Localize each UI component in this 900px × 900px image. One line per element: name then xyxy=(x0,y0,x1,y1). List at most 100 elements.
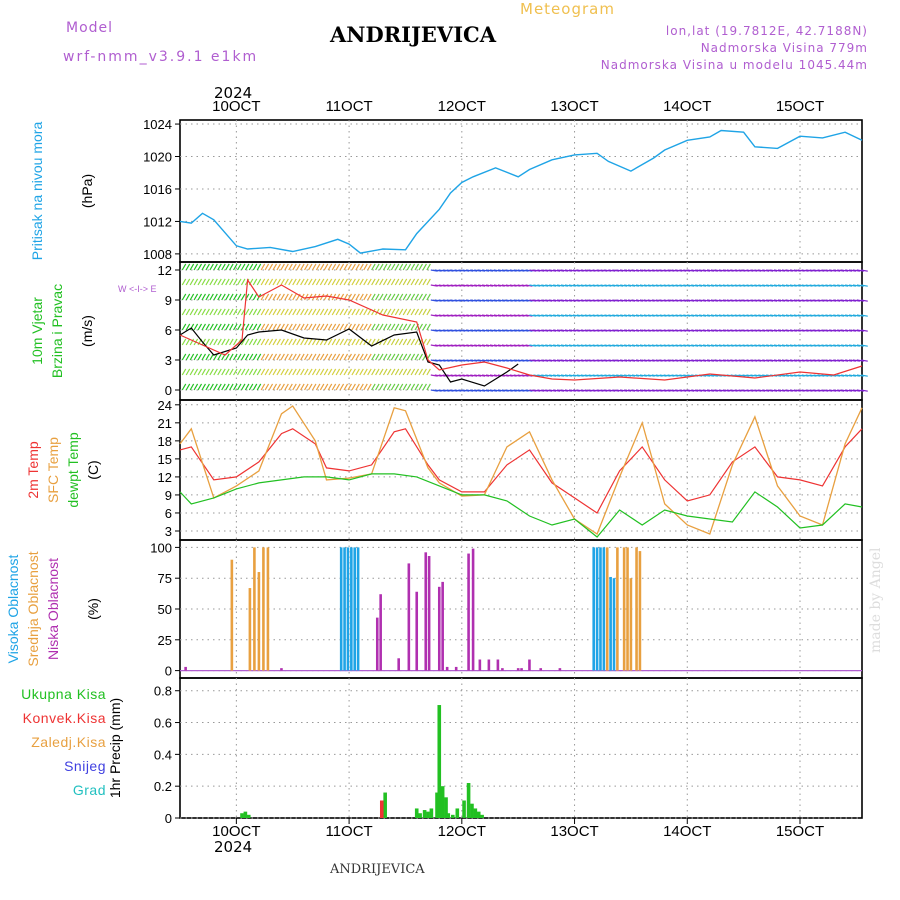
wind-barb xyxy=(343,278,349,286)
wind-barb xyxy=(418,308,424,316)
wind-barb xyxy=(268,263,274,271)
wind-barb xyxy=(746,344,754,347)
wind-barb xyxy=(699,314,707,317)
wind-barb xyxy=(426,308,431,316)
wind-barb xyxy=(434,284,442,287)
wind-barb xyxy=(264,323,270,331)
wind-barb xyxy=(655,374,663,377)
wind-barb xyxy=(189,278,195,286)
wind-barb xyxy=(462,359,470,362)
wind-barb xyxy=(852,314,860,317)
wind-barb xyxy=(462,329,470,332)
wind-barb xyxy=(525,269,533,272)
wind-barb xyxy=(848,374,857,377)
wind-barb xyxy=(347,368,352,376)
wind-barb xyxy=(450,359,458,362)
wind-barb xyxy=(549,269,557,272)
wind-barb xyxy=(513,269,521,272)
wind-barb xyxy=(390,383,396,391)
wind-barb xyxy=(576,344,584,347)
wind-barb xyxy=(331,323,337,331)
wind-barb xyxy=(860,329,868,332)
wind-barb xyxy=(181,353,187,361)
wind-barb xyxy=(505,344,513,347)
wind-barb xyxy=(331,338,337,346)
wind-barb xyxy=(525,359,533,362)
wind-barb xyxy=(789,389,797,392)
wind-barb xyxy=(612,389,620,392)
coords-label: lon,lat (19.7812E, 42.7188N) xyxy=(665,24,868,38)
wind-barb xyxy=(588,329,596,332)
wind-barb xyxy=(394,368,400,376)
wind-barb xyxy=(509,299,517,302)
compass-legend: W <-I-> E xyxy=(118,284,157,294)
wind-barb xyxy=(319,368,325,376)
wind-barb xyxy=(675,389,683,392)
wind-barb xyxy=(545,299,553,302)
wind-barb xyxy=(852,359,860,362)
wind-barb xyxy=(446,359,454,362)
wind-barb xyxy=(276,308,281,316)
wind-barb xyxy=(264,338,270,346)
wind-barb xyxy=(706,344,714,347)
wind-barb xyxy=(635,284,643,287)
wind-barb xyxy=(323,278,329,286)
wind-barb xyxy=(833,359,841,362)
low-cloud-bar xyxy=(471,548,475,671)
wind-barb xyxy=(521,374,529,377)
wind-barb xyxy=(485,299,494,302)
wind-barb xyxy=(616,314,624,317)
wind-barb xyxy=(221,308,226,316)
wind-barb xyxy=(501,299,509,302)
wind-barb xyxy=(205,263,210,271)
wind-barb xyxy=(718,329,726,332)
wind-barb xyxy=(375,263,380,271)
x-tick-label-top: 10OCT xyxy=(212,98,260,115)
wind-barb xyxy=(706,299,714,302)
low-cloud-bar xyxy=(379,594,382,671)
wind-barb xyxy=(505,269,513,272)
wind-barb xyxy=(485,284,494,287)
wind-barb xyxy=(402,353,408,361)
low-cloud-bar xyxy=(184,666,187,671)
wind-barb xyxy=(797,284,805,287)
wind-barb xyxy=(627,284,636,287)
wind-barb xyxy=(513,314,521,317)
wind-barb xyxy=(809,329,817,332)
wind-barb xyxy=(430,389,438,392)
wind-barb xyxy=(738,359,746,362)
wind-barb xyxy=(390,263,396,271)
wind-barb xyxy=(667,314,675,317)
wind-barb xyxy=(363,308,368,316)
wind-barb xyxy=(300,308,305,316)
low-cloud-bar xyxy=(441,581,444,671)
wind-barb xyxy=(390,278,396,286)
wind-barb xyxy=(746,359,754,362)
wind-barb xyxy=(829,314,837,317)
wind-barb xyxy=(386,293,392,301)
wind-barb xyxy=(256,338,262,346)
wind-barb xyxy=(382,368,388,376)
wind-barb xyxy=(296,308,301,316)
wind-barb xyxy=(856,329,864,332)
wind-barb xyxy=(549,314,557,317)
wind-barb xyxy=(474,329,482,332)
y-tick-label: 0.2 xyxy=(154,779,172,794)
total-rain-bar xyxy=(476,811,481,818)
wind-barb xyxy=(789,329,797,332)
wind-barb xyxy=(296,338,301,346)
wind-barb xyxy=(478,299,486,302)
wind-barb xyxy=(635,269,643,272)
wind-barb xyxy=(801,374,809,377)
wind-barb xyxy=(671,389,679,392)
wind-barb xyxy=(738,344,746,347)
wind-barb xyxy=(351,293,356,301)
wind-barb xyxy=(738,389,746,392)
wind-barb xyxy=(414,308,420,316)
wind-barb xyxy=(307,263,313,271)
wind-barb xyxy=(331,278,337,286)
wind-barb xyxy=(718,269,726,272)
wind-barb xyxy=(631,284,640,287)
dewpoint-axis-title: dewpt Temp xyxy=(65,432,81,507)
wind-barb xyxy=(600,329,608,332)
